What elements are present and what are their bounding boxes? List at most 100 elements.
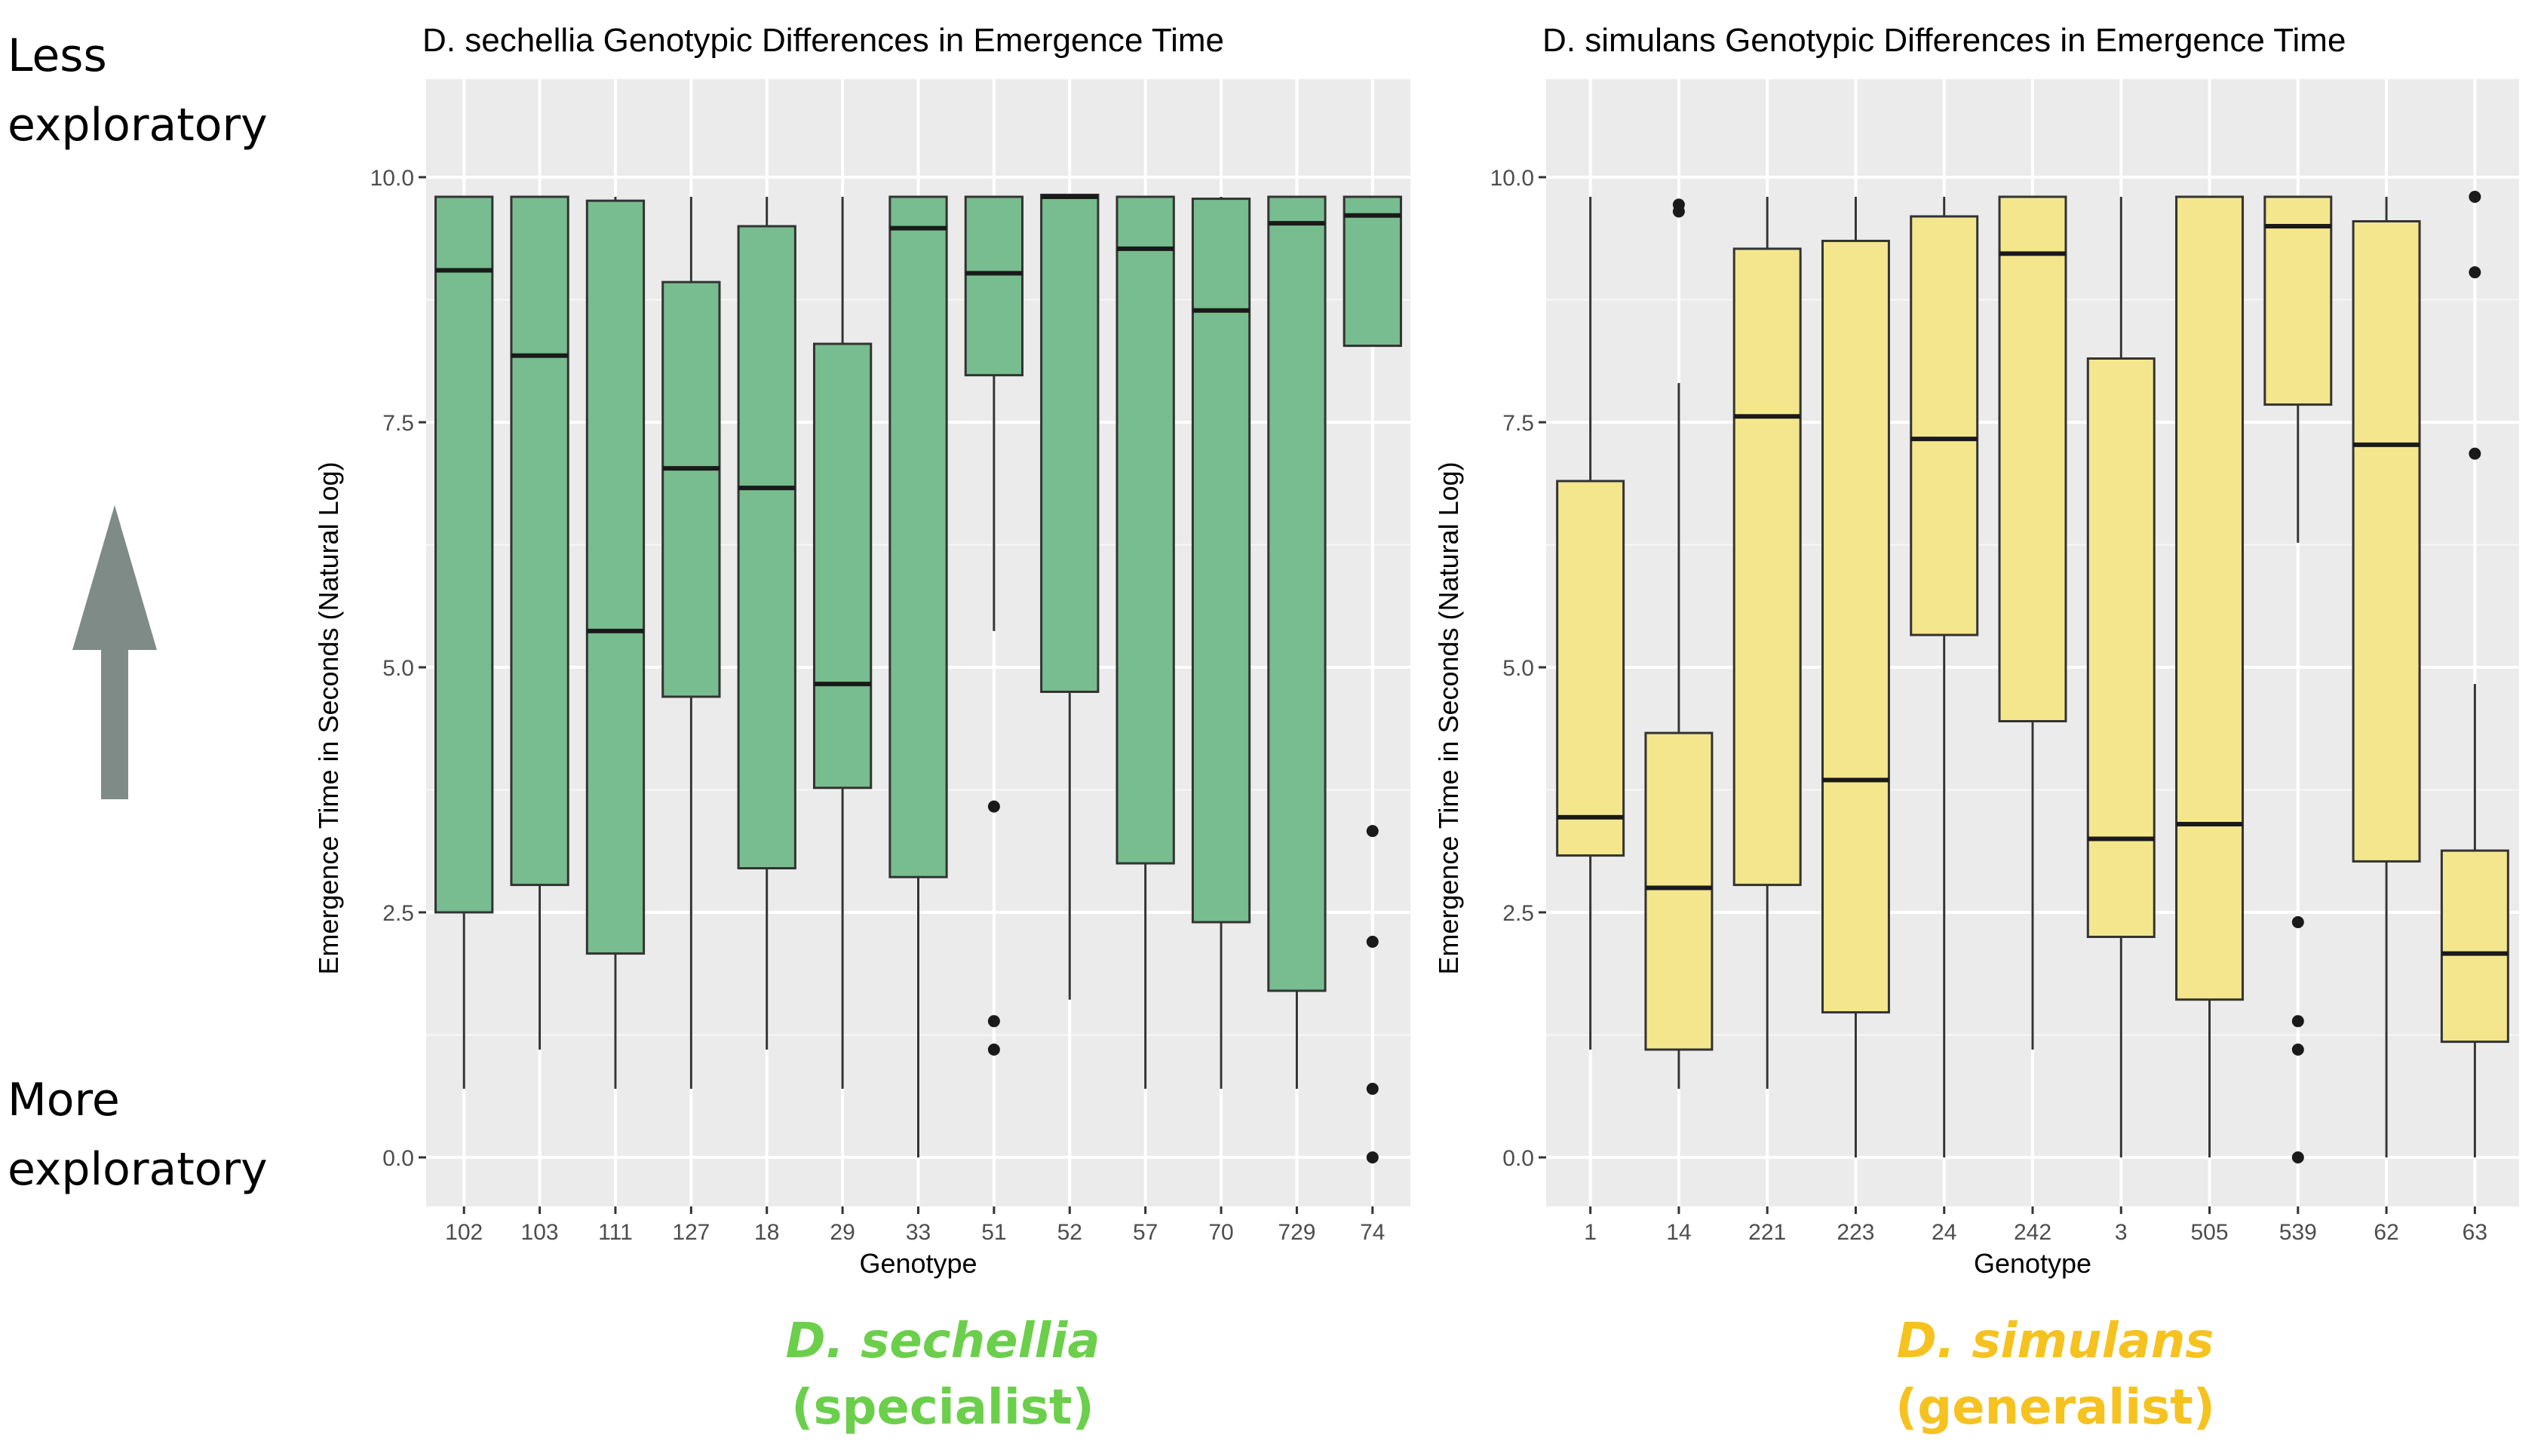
x-tick-label: 51 bbox=[981, 1220, 1006, 1245]
y-tick-label: 2.5 bbox=[382, 901, 414, 926]
x-tick-label: 63 bbox=[2463, 1220, 2487, 1245]
more-exploratory-label: More exploratory bbox=[8, 1074, 268, 1196]
species-label-simulans: D. simulans (generalist) bbox=[1791, 1308, 2319, 1441]
x-tick-label: 14 bbox=[1666, 1220, 1691, 1245]
box-body bbox=[2086, 357, 2156, 938]
x-axis-label: Genotype bbox=[1974, 1248, 2091, 1279]
x-tick-label: 103 bbox=[521, 1220, 559, 1245]
box-body bbox=[1115, 195, 1175, 865]
box-539 bbox=[2263, 195, 2333, 1163]
outlier-point bbox=[987, 1044, 1000, 1056]
chart-title: D. simulans Genotypic Differences in Eme… bbox=[1542, 22, 2346, 59]
outlier-point bbox=[2291, 1015, 2304, 1028]
outlier-point bbox=[2291, 1044, 2304, 1056]
outlier-point bbox=[1672, 205, 1685, 218]
box-body bbox=[1191, 198, 1251, 924]
outlier-point bbox=[1366, 1151, 1379, 1163]
outlier-point bbox=[1366, 1083, 1379, 1095]
box-102 bbox=[434, 195, 494, 1089]
outlier-point bbox=[2469, 447, 2481, 460]
box-70 bbox=[1191, 197, 1251, 1089]
box-body bbox=[1821, 240, 1890, 1014]
y-tick-label: 0.0 bbox=[1502, 1146, 1534, 1171]
species-role: (specialist) bbox=[791, 1380, 1094, 1436]
less-exploratory-label: Less exploratory bbox=[8, 29, 268, 152]
x-tick-label: 223 bbox=[1837, 1220, 1874, 1245]
box-1 bbox=[1556, 197, 1625, 1050]
species-label-sechellia: D. sechellia (specialist) bbox=[679, 1308, 1207, 1441]
box-body bbox=[1732, 247, 1802, 887]
box-body bbox=[1910, 215, 1979, 636]
box-body bbox=[2440, 849, 2509, 1044]
box-18 bbox=[737, 197, 796, 1050]
y-tick-label: 5.0 bbox=[382, 656, 414, 681]
box-63 bbox=[2440, 191, 2509, 1157]
outlier-point bbox=[987, 800, 1000, 813]
y-tick-label: 2.5 bbox=[1502, 901, 1534, 926]
box-3 bbox=[2086, 197, 2156, 1157]
box-body bbox=[888, 195, 948, 878]
y-tick-label: 7.5 bbox=[1502, 411, 1534, 436]
x-tick-label: 221 bbox=[1748, 1220, 1786, 1245]
y-tick-label: 10.0 bbox=[370, 166, 414, 191]
x-tick-label: 102 bbox=[445, 1220, 483, 1245]
box-body bbox=[964, 195, 1024, 377]
box-body bbox=[1267, 195, 1327, 992]
box-body bbox=[585, 199, 646, 955]
box-body bbox=[2175, 195, 2245, 1001]
y-axis-label: Emergence Time in Seconds (Natural Log) bbox=[313, 461, 344, 974]
x-tick-label: 57 bbox=[1133, 1220, 1158, 1245]
box-body bbox=[661, 280, 721, 698]
box-body bbox=[510, 195, 569, 887]
box-33 bbox=[888, 195, 948, 1157]
box-62 bbox=[2352, 197, 2421, 1157]
y-axis-label: Emergence Time in Seconds (Natural Log) bbox=[1433, 461, 1464, 974]
outlier-point bbox=[2291, 916, 2304, 928]
species-name: D. simulans bbox=[1896, 1313, 2214, 1369]
box-221 bbox=[1732, 197, 1802, 1089]
chart-panel-2: 0.0 2.5 5.0 7.5 10.0 1 14 221 223 24 242 3 505 539 62 6… bbox=[1433, 22, 2519, 1279]
box-223 bbox=[1821, 197, 1890, 1157]
y-tick-label: 0.0 bbox=[382, 1146, 414, 1171]
box-729 bbox=[1267, 195, 1327, 1089]
box-57 bbox=[1115, 195, 1175, 1089]
up-arrow-icon bbox=[72, 505, 157, 799]
x-tick-label: 74 bbox=[1360, 1220, 1385, 1245]
box-127 bbox=[661, 197, 721, 1089]
x-tick-label: 242 bbox=[2014, 1220, 2051, 1245]
x-tick-label: 1 bbox=[1584, 1220, 1597, 1245]
box-body bbox=[2263, 195, 2333, 406]
box-body bbox=[434, 195, 494, 914]
species-role: (generalist) bbox=[1895, 1380, 2215, 1436]
species-name: D. sechellia bbox=[785, 1313, 1100, 1369]
box-body bbox=[737, 225, 796, 869]
box-74 bbox=[1343, 195, 1402, 1163]
outlier-point bbox=[2469, 191, 2481, 203]
x-tick-label: 539 bbox=[2279, 1220, 2317, 1245]
y-tick-label: 10.0 bbox=[1490, 166, 1534, 191]
x-tick-label: 62 bbox=[2374, 1220, 2398, 1245]
box-body bbox=[1040, 193, 1100, 693]
box-29 bbox=[812, 197, 873, 1089]
x-tick-label: 52 bbox=[1057, 1220, 1082, 1245]
box-111 bbox=[585, 197, 646, 1089]
x-tick-label: 729 bbox=[1278, 1220, 1315, 1245]
chart-panel-1: 0.0 2.5 5.0 7.5 10.0 102 103 111 127 18 29 33 51 52 57… bbox=[313, 22, 1410, 1279]
x-tick-label: 3 bbox=[2115, 1220, 2128, 1245]
y-tick-label: 7.5 bbox=[382, 411, 414, 436]
y-tick-label: 5.0 bbox=[1502, 656, 1534, 681]
x-tick-label: 505 bbox=[2191, 1220, 2229, 1245]
x-tick-label: 33 bbox=[906, 1220, 931, 1245]
outlier-point bbox=[1366, 936, 1379, 948]
x-tick-label: 111 bbox=[598, 1220, 633, 1245]
box-24 bbox=[1910, 197, 1979, 1157]
x-tick-label: 29 bbox=[830, 1220, 855, 1245]
outlier-point bbox=[2291, 1151, 2304, 1163]
x-tick-label: 24 bbox=[1932, 1220, 1956, 1245]
box-body bbox=[1644, 731, 1714, 1051]
outlier-point bbox=[987, 1015, 1000, 1028]
chart-title: D. sechellia Genotypic Differences in Em… bbox=[422, 22, 1224, 59]
box-103 bbox=[510, 195, 569, 1050]
box-body bbox=[812, 342, 873, 789]
box-14 bbox=[1644, 198, 1714, 1089]
